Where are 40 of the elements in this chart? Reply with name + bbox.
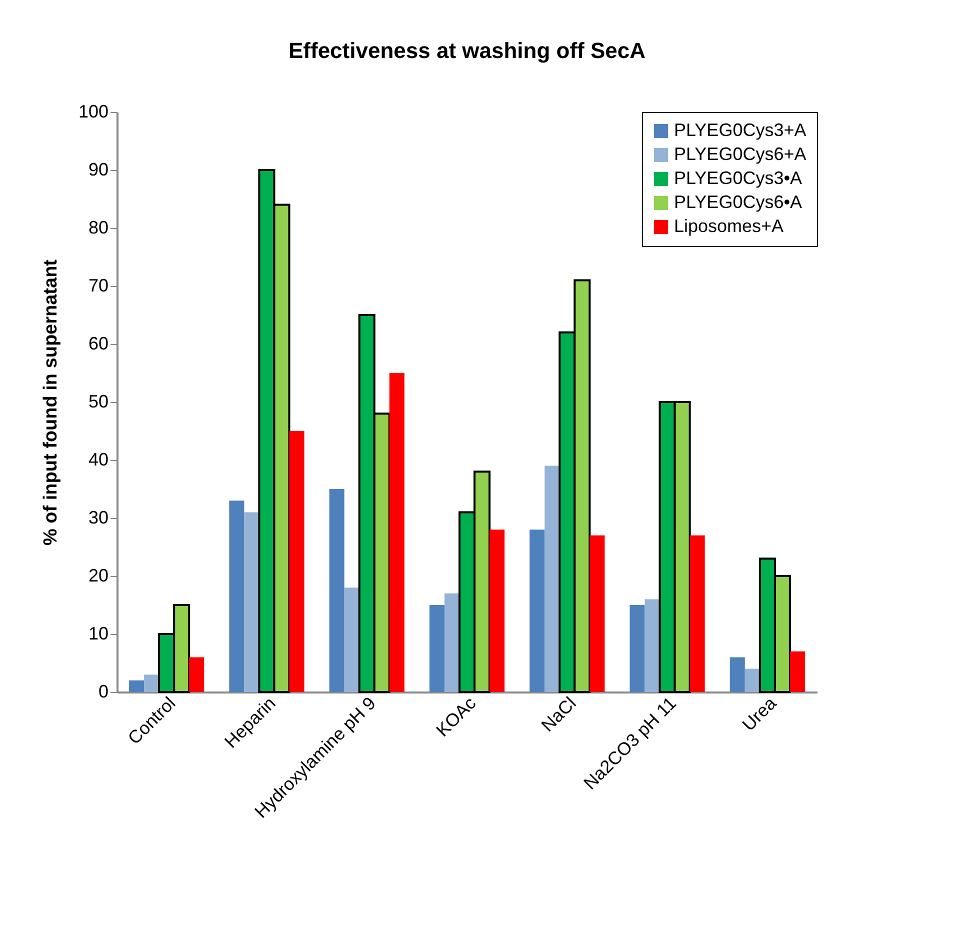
y-tick-label: 70 <box>88 276 108 296</box>
y-tick-label: 90 <box>88 160 108 180</box>
bar <box>189 657 204 692</box>
bar <box>490 530 505 692</box>
legend-label: PLYEG0Cys3•A <box>674 168 802 188</box>
y-axis-title: % of input found in supernatant <box>40 258 62 546</box>
y-tick-label: 60 <box>88 334 108 354</box>
chart-title: Effectiveness at washing off SecA <box>288 38 646 63</box>
bar <box>429 605 444 692</box>
y-tick-label: 0 <box>98 682 108 702</box>
y-tick-label: 80 <box>88 218 108 238</box>
legend-label: PLYEG0Cys6•A <box>674 192 802 212</box>
bar <box>744 668 760 692</box>
y-tick-label: 20 <box>88 566 108 586</box>
y-tick-label: 100 <box>78 102 108 122</box>
y-tick-label: 50 <box>88 392 108 412</box>
bar <box>730 657 745 692</box>
y-tick-label: 30 <box>88 508 108 528</box>
bar <box>444 593 460 692</box>
bar <box>644 599 660 692</box>
y-tick-label: 10 <box>88 624 108 644</box>
legend-label: PLYEG0Cys6+A <box>674 144 806 164</box>
bar <box>229 500 244 692</box>
bar <box>590 535 605 692</box>
x-tick-label: Urea <box>738 692 781 735</box>
bar <box>244 512 260 692</box>
bar <box>530 530 545 692</box>
bar <box>790 651 805 692</box>
bar <box>544 466 560 692</box>
bar <box>129 680 144 692</box>
bar <box>289 431 304 692</box>
legend-label: Liposomes+A <box>674 216 784 236</box>
bar <box>144 674 160 692</box>
bar <box>389 373 404 692</box>
legend-label: PLYEG0Cys3+A <box>674 120 806 140</box>
bar <box>690 535 705 692</box>
bar <box>630 605 645 692</box>
bar <box>344 588 360 692</box>
y-tick-label: 40 <box>88 450 108 470</box>
bar <box>329 489 344 692</box>
